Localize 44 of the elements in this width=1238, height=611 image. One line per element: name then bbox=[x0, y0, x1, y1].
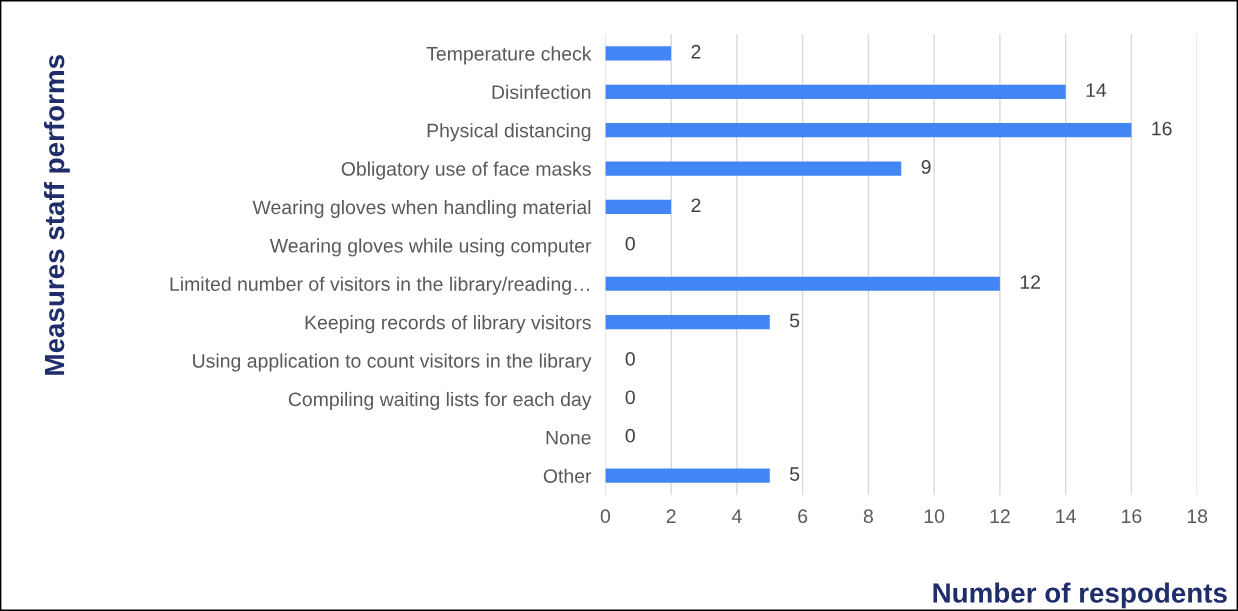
x-tick-label: 10 bbox=[924, 509, 945, 524]
bar bbox=[605, 123, 1132, 138]
data-label: 0 bbox=[625, 428, 635, 443]
data-label: 14 bbox=[1086, 83, 1107, 97]
data-label: 0 bbox=[625, 236, 635, 251]
x-tick-label: 8 bbox=[863, 509, 873, 524]
y-tick-label: Compiling waiting lists for each day bbox=[288, 391, 592, 411]
x-tick-label: 6 bbox=[798, 509, 808, 524]
x-tick-label: 0 bbox=[600, 509, 611, 524]
x-tick-label: 18 bbox=[1187, 509, 1208, 524]
x-tick-label: 14 bbox=[1056, 509, 1076, 523]
y-tick-label: Obligatory use of face masks bbox=[341, 161, 591, 180]
bar bbox=[605, 84, 1066, 99]
x-tick-label: 16 bbox=[1122, 509, 1142, 524]
x-tick-label: 2 bbox=[666, 509, 676, 523]
y-tick-label: Using application to count visitors in the library bbox=[193, 353, 592, 372]
bar bbox=[605, 46, 672, 61]
y-tick-label: Wearing gloves when handling material bbox=[252, 199, 591, 219]
data-label: 12 bbox=[1020, 275, 1040, 289]
y-axis-title: Measures staff performs bbox=[43, 55, 70, 375]
y-tick-label: Physical distancing bbox=[427, 123, 591, 142]
y-tick-label: Temperature check bbox=[426, 46, 592, 65]
x-tick-label: 12 bbox=[990, 509, 1010, 523]
data-label: 16 bbox=[1152, 121, 1172, 136]
y-tick-label: Disinfection bbox=[492, 84, 591, 100]
data-label: 5 bbox=[789, 313, 800, 328]
data-label: 5 bbox=[789, 467, 800, 481]
bar bbox=[605, 468, 770, 483]
data-label: 2 bbox=[691, 44, 701, 59]
bar bbox=[605, 199, 672, 215]
data-label: 9 bbox=[921, 160, 931, 174]
y-tick-label: Keeping records of library visitors bbox=[305, 315, 591, 334]
y-tick-label: None bbox=[546, 430, 591, 445]
bar bbox=[605, 161, 902, 176]
data-label: 0 bbox=[625, 351, 635, 366]
y-tick-label: Limited number of visitors in the library/reading… bbox=[170, 276, 589, 295]
y-tick-label: Other bbox=[543, 468, 592, 483]
x-axis-title: Number of respodents bbox=[933, 582, 1227, 609]
bar bbox=[605, 315, 770, 330]
y-tick-label: Wearing gloves while using computer bbox=[269, 238, 592, 257]
data-label: 0 bbox=[625, 390, 635, 405]
x-tick-label: 4 bbox=[731, 509, 742, 523]
data-label: 2 bbox=[691, 198, 701, 212]
bar bbox=[605, 276, 1000, 291]
